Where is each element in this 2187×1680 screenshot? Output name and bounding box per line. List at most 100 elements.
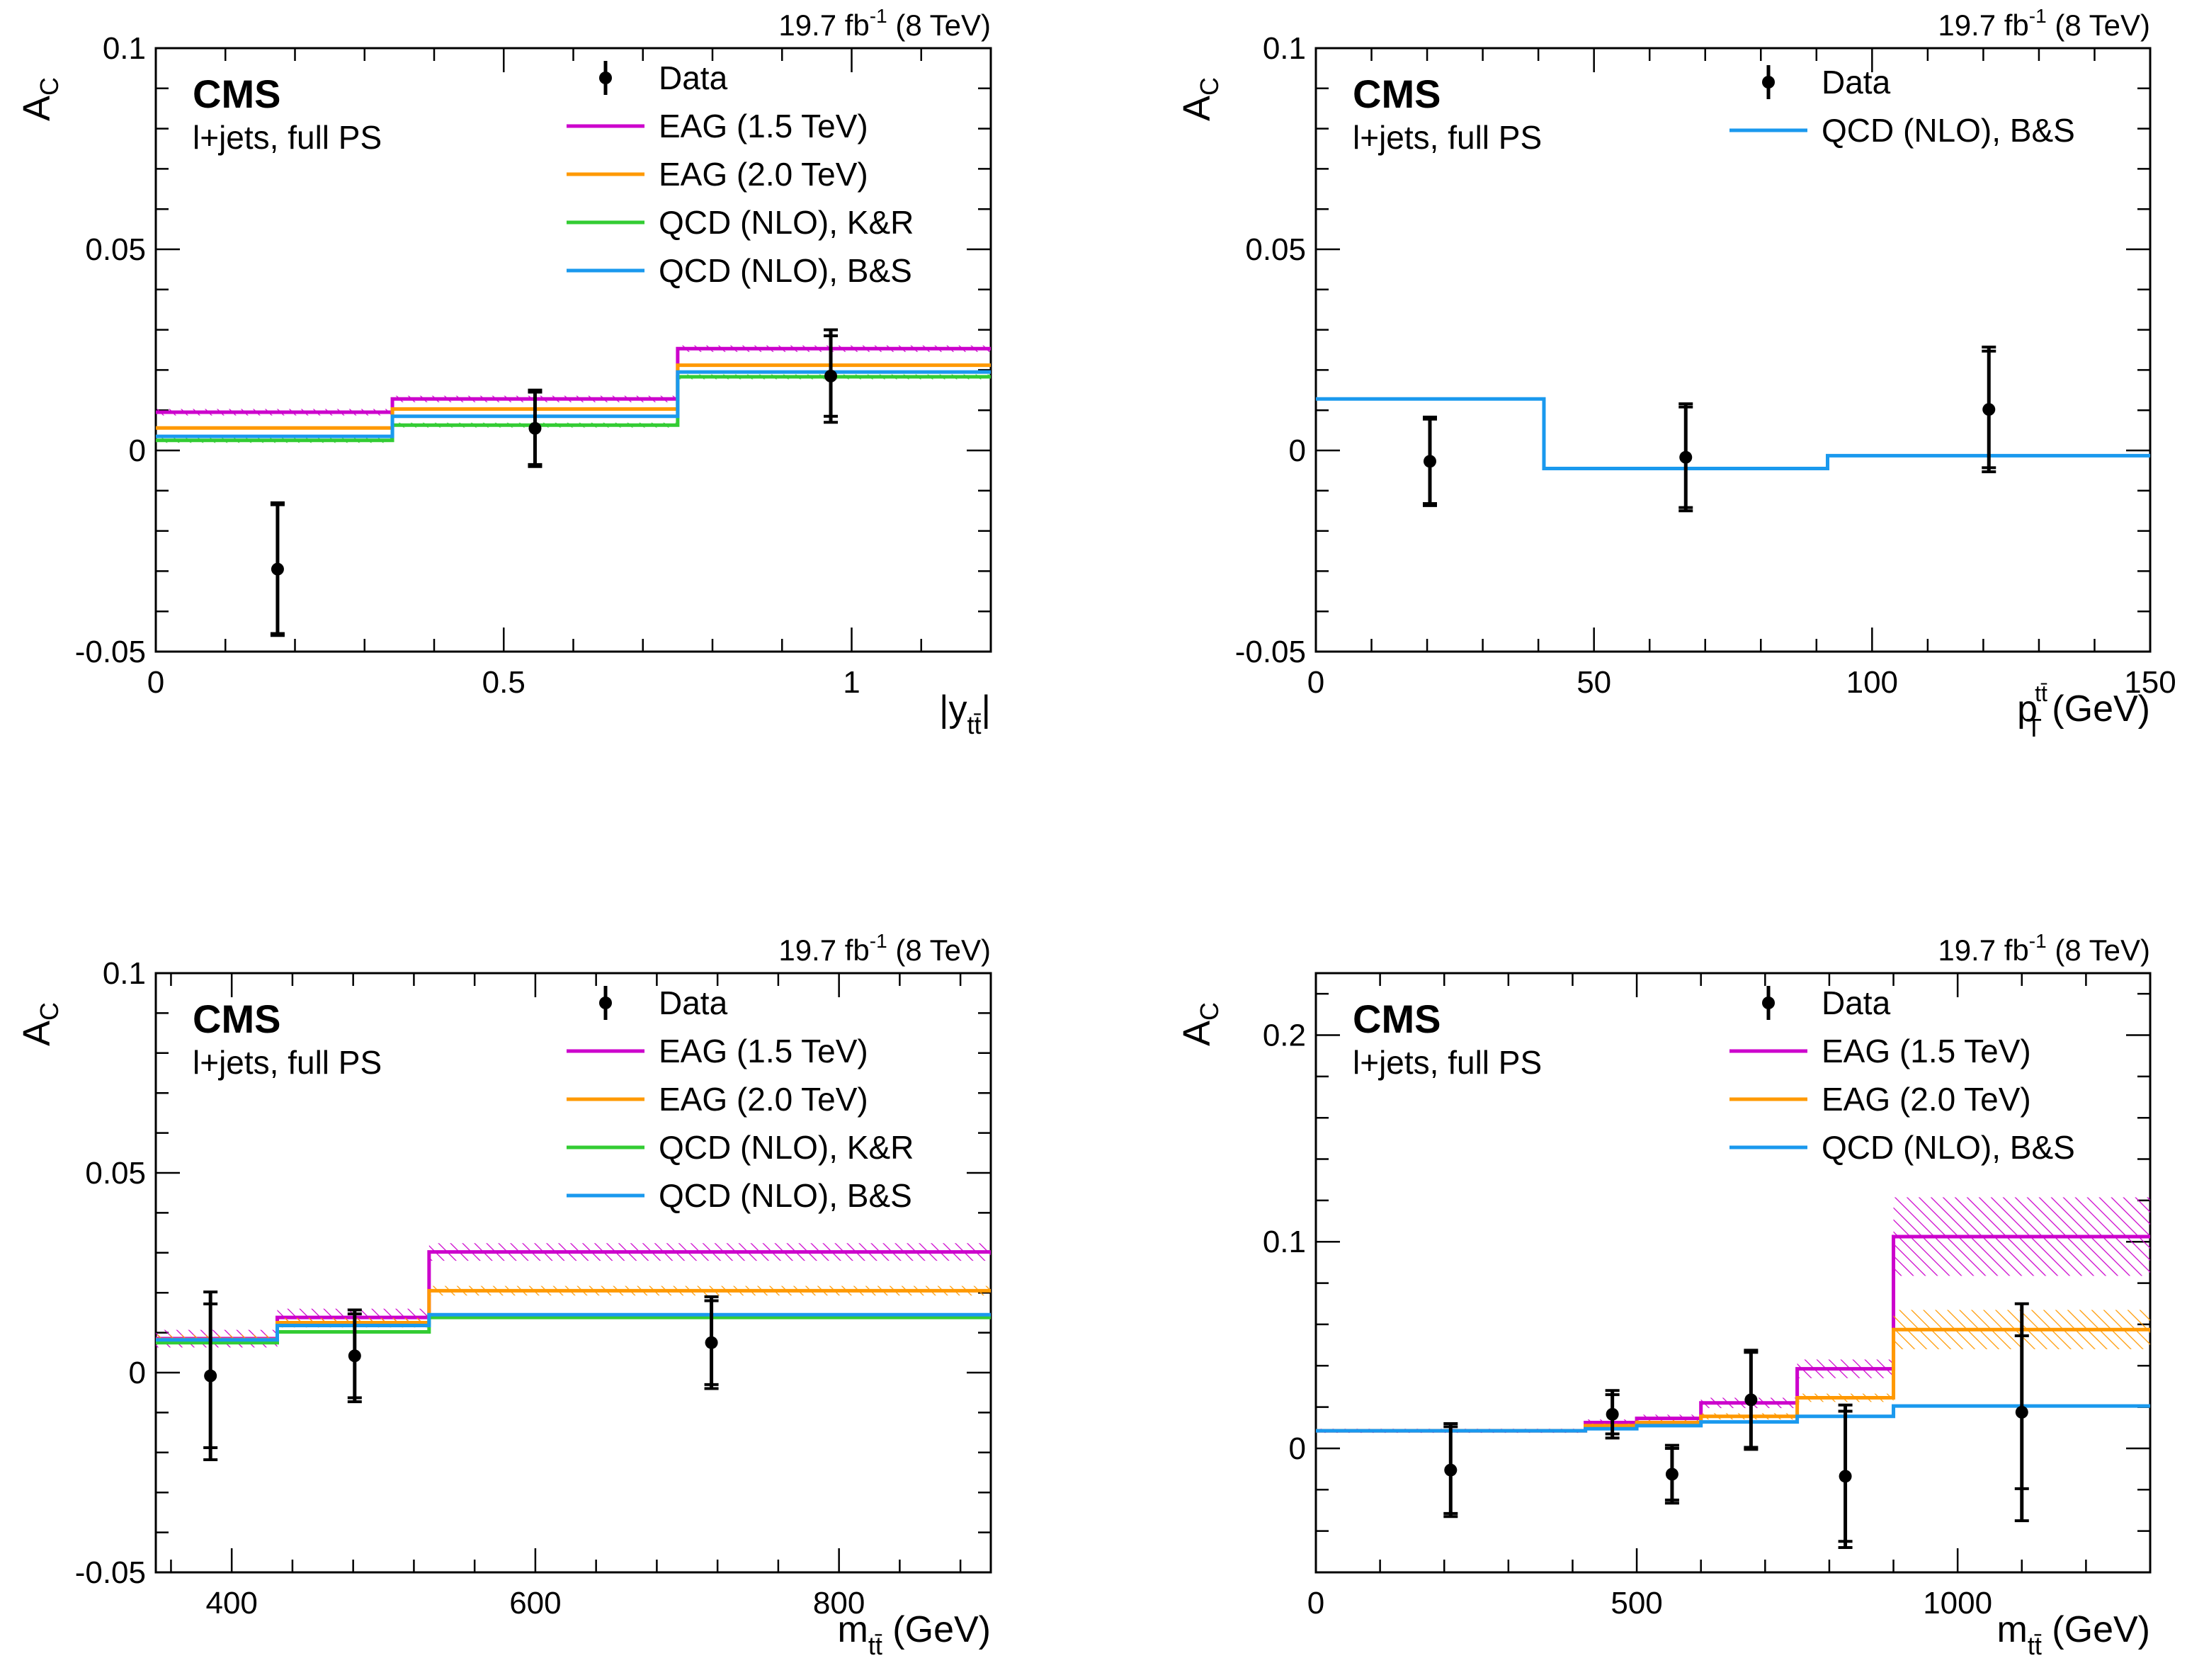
- data-point: [348, 1349, 361, 1363]
- plot-area: [1316, 397, 2150, 471]
- series-qcd-nlo-b-s: [1316, 1404, 2150, 1433]
- plot-area: [156, 1243, 991, 1348]
- series-line: [156, 346, 991, 414]
- legend-label-data: Data: [1822, 984, 1891, 1021]
- legend-label: EAG (2.0 TeV): [659, 156, 868, 193]
- legend-data-marker: [599, 72, 612, 84]
- data-points: [270, 328, 839, 637]
- y-axis-label: AC: [16, 1002, 64, 1046]
- y-tick-label: 0.05: [85, 1156, 146, 1191]
- data-point: [824, 369, 838, 382]
- y-tick-label: -0.05: [75, 635, 146, 669]
- y-axis-label: AC: [1176, 1002, 1224, 1046]
- luminosity-label: 19.7 fb-1 (8 TeV): [1938, 930, 2150, 967]
- plot-frame: [154, 972, 992, 1574]
- data-point: [1744, 1393, 1758, 1407]
- channel-label: l+jets, full PS: [1353, 119, 1542, 156]
- chart-panel-bottom-right: 0 500 1000 0 0.1 0.2 AC mtt̄ (GeV) 19.7 fb-1 (8 …: [1176, 930, 2152, 1660]
- y-tick-label: -0.05: [1235, 635, 1306, 669]
- data-point: [1839, 1470, 1852, 1483]
- x-tick-label: 400: [205, 1586, 257, 1621]
- legend-data-marker: [1762, 76, 1775, 89]
- legend-label-data: Data: [659, 59, 728, 96]
- y-axis-label: AC: [1176, 77, 1224, 121]
- legend-label: QCD (NLO), B&S: [1822, 1129, 2075, 1166]
- y-tick-label: 0: [129, 433, 146, 468]
- x-tick-label: 150: [2124, 665, 2176, 700]
- legend-label-data: Data: [1822, 64, 1891, 101]
- x-tick-label: 50: [1577, 665, 1611, 700]
- series-line: [1316, 397, 2150, 471]
- y-tick-label: 0.2: [1263, 1018, 1306, 1053]
- x-axis-label: mtt̄ (GeV): [838, 1609, 991, 1660]
- luminosity-label: 19.7 fb-1 (8 TeV): [778, 5, 991, 42]
- y-tick-label: 0.05: [1245, 232, 1306, 267]
- x-tick-label: 0: [1307, 665, 1324, 700]
- y-tick-label: 0.05: [85, 232, 146, 267]
- experiment-label: CMS: [193, 997, 280, 1041]
- x-tick-label: 600: [509, 1586, 561, 1621]
- experiment-label: CMS: [1353, 72, 1441, 116]
- x-tick-label: 1000: [1923, 1586, 1992, 1621]
- x-axis-label: |ytt̄|: [939, 688, 991, 739]
- y-tick-label: 0.1: [103, 31, 146, 66]
- data-point: [705, 1336, 718, 1349]
- plot-area: [156, 345, 991, 443]
- y-tick-label: 0: [1289, 1431, 1306, 1466]
- luminosity-label: 19.7 fb-1 (8 TeV): [778, 930, 991, 967]
- channel-label: l+jets, full PS: [1353, 1044, 1542, 1081]
- x-axis-label: ptt̄ T (GeV): [2017, 681, 2150, 742]
- legend-label: QCD (NLO), B&S: [659, 1177, 912, 1214]
- data-points: [1422, 346, 1996, 513]
- legend-label-data: Data: [659, 984, 728, 1021]
- y-tick-label: 0.1: [103, 956, 146, 991]
- channel-label: l+jets, full PS: [193, 119, 382, 156]
- y-tick-label: 0: [129, 1356, 146, 1390]
- y-axis-label: AC: [16, 77, 64, 121]
- data-point: [1665, 1468, 1678, 1481]
- x-tick-label: 800: [813, 1586, 865, 1621]
- experiment-label: CMS: [193, 72, 280, 116]
- data-point: [1423, 455, 1436, 468]
- data-points: [1443, 1302, 2029, 1549]
- y-tick-label: 0.1: [1263, 1225, 1306, 1259]
- legend-label: QCD (NLO), B&S: [1822, 112, 2075, 149]
- legend: Data EAG (1.5 TeV) EAG (2.0 TeV) QCD (NLO),…: [567, 984, 914, 1214]
- data-point: [204, 1369, 217, 1383]
- legend-label: EAG (2.0 TeV): [659, 1081, 868, 1118]
- series-eag-1-5-tev-: [156, 345, 991, 416]
- data-point: [1444, 1463, 1458, 1477]
- x-axis-label: mtt̄ (GeV): [1997, 1609, 2150, 1660]
- legend-label: EAG (2.0 TeV): [1822, 1081, 2031, 1118]
- x-tick-label: 100: [1846, 665, 1898, 700]
- legend-label: EAG (1.5 TeV): [659, 1033, 868, 1069]
- plot-area: [1316, 1197, 2150, 1434]
- legend-data-marker: [599, 997, 612, 1009]
- x-tick-label: 500: [1611, 1586, 1662, 1621]
- data-points: [203, 1290, 719, 1461]
- data-point: [271, 562, 284, 576]
- series-line: [1316, 1327, 2150, 1433]
- data-point: [528, 421, 542, 435]
- data-point: [1679, 450, 1693, 464]
- x-tick-label: 0: [1307, 1586, 1324, 1621]
- data-point: [1982, 403, 1996, 416]
- data-point: [1606, 1407, 1619, 1421]
- x-tick-label: 0: [147, 665, 164, 700]
- series-line: [1316, 1404, 2150, 1433]
- chart-panel-bottom-left: 400 600 800 -0.05 0 0.05 0.1 AC mtt̄ (GeV) 19.7 f…: [16, 930, 992, 1660]
- legend-label: EAG (1.5 TeV): [659, 108, 868, 144]
- legend-label: QCD (NLO), B&S: [659, 252, 912, 289]
- y-tick-label: 0: [1289, 433, 1306, 468]
- luminosity-label: 19.7 fb-1 (8 TeV): [1938, 5, 2150, 42]
- legend-label: QCD (NLO), K&R: [659, 1129, 914, 1166]
- series-eag-1-5-tev-: [1316, 1197, 2150, 1434]
- legend-label: EAG (1.5 TeV): [1822, 1033, 2031, 1069]
- x-tick-label: 1: [843, 665, 860, 700]
- plot-frame: [1314, 47, 2152, 653]
- legend-data-marker: [1762, 997, 1775, 1009]
- legend: Data EAG (1.5 TeV) EAG (2.0 TeV) QCD (NLO),…: [567, 59, 914, 289]
- legend-label: QCD (NLO), K&R: [659, 204, 914, 241]
